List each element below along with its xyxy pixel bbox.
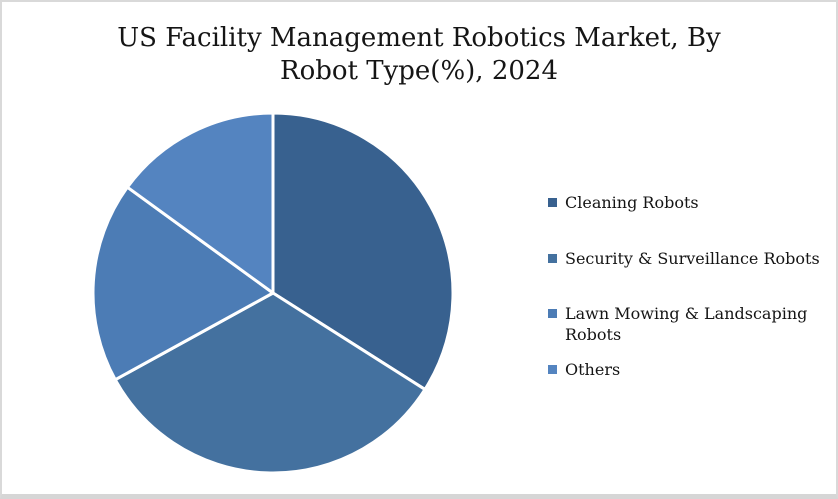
legend-label: Security & Surveillance Robots — [565, 249, 820, 268]
legend-label: Lawn Mowing & Landscaping Robots — [565, 304, 808, 344]
legend-item: Lawn Mowing & Landscaping Robots — [548, 303, 810, 345]
chart-title: US Facility Management Robotics Market, … — [2, 22, 836, 88]
legend-marker-swatch — [548, 365, 557, 374]
legend-item: Security & Surveillance Robots — [548, 248, 820, 269]
pie-slice-lawn-mowing-landscaping-robots — [91, 185, 275, 382]
legend-marker-swatch — [548, 254, 557, 263]
legend-item: Cleaning Robots — [548, 192, 699, 213]
legend-label: Others — [565, 360, 621, 379]
legend-item: Others — [548, 359, 620, 380]
pie-svg — [91, 111, 455, 475]
pie-slice-others — [125, 111, 275, 295]
legend-label: Cleaning Robots — [565, 193, 699, 212]
legend-marker-swatch — [548, 309, 557, 318]
chart-title-text: US Facility Management Robotics Market, … — [117, 23, 721, 86]
pie-chart — [90, 110, 456, 476]
legend-marker-swatch — [548, 198, 557, 207]
